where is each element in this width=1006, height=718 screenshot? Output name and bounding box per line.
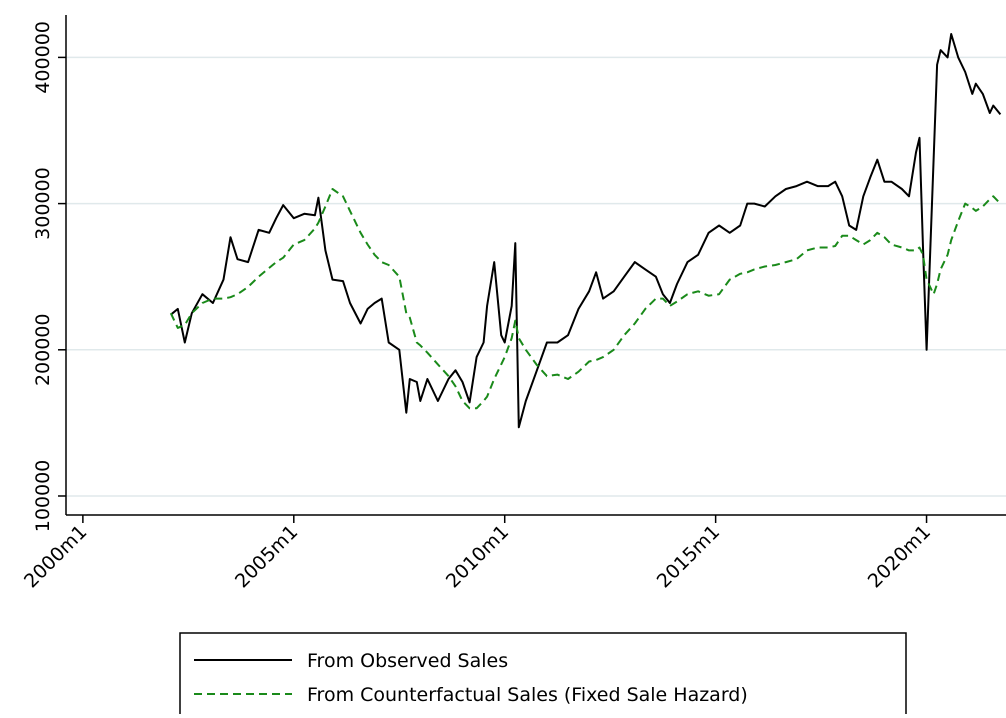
x-tick-label: 2015m1 [653, 521, 724, 592]
legend-box [179, 632, 907, 718]
x-tick-label: 2010m1 [442, 521, 513, 592]
y-tick-label: 400000 [32, 21, 54, 94]
data-line [170, 33, 1002, 429]
y-tick-label: 300000 [32, 167, 54, 240]
legend-label: From Observed Sales [307, 650, 508, 672]
y-tick-label: 200000 [32, 314, 54, 387]
legend-label: From Counterfactual Sales (Fixed Sale Ha… [307, 684, 748, 706]
x-tick-label: 2005m1 [231, 521, 302, 592]
x-tick-label: 2000m1 [20, 521, 91, 592]
data-line [169, 188, 1002, 410]
x-tick-label: 2020m1 [864, 521, 935, 592]
y-tick-label: 100000 [32, 460, 54, 533]
